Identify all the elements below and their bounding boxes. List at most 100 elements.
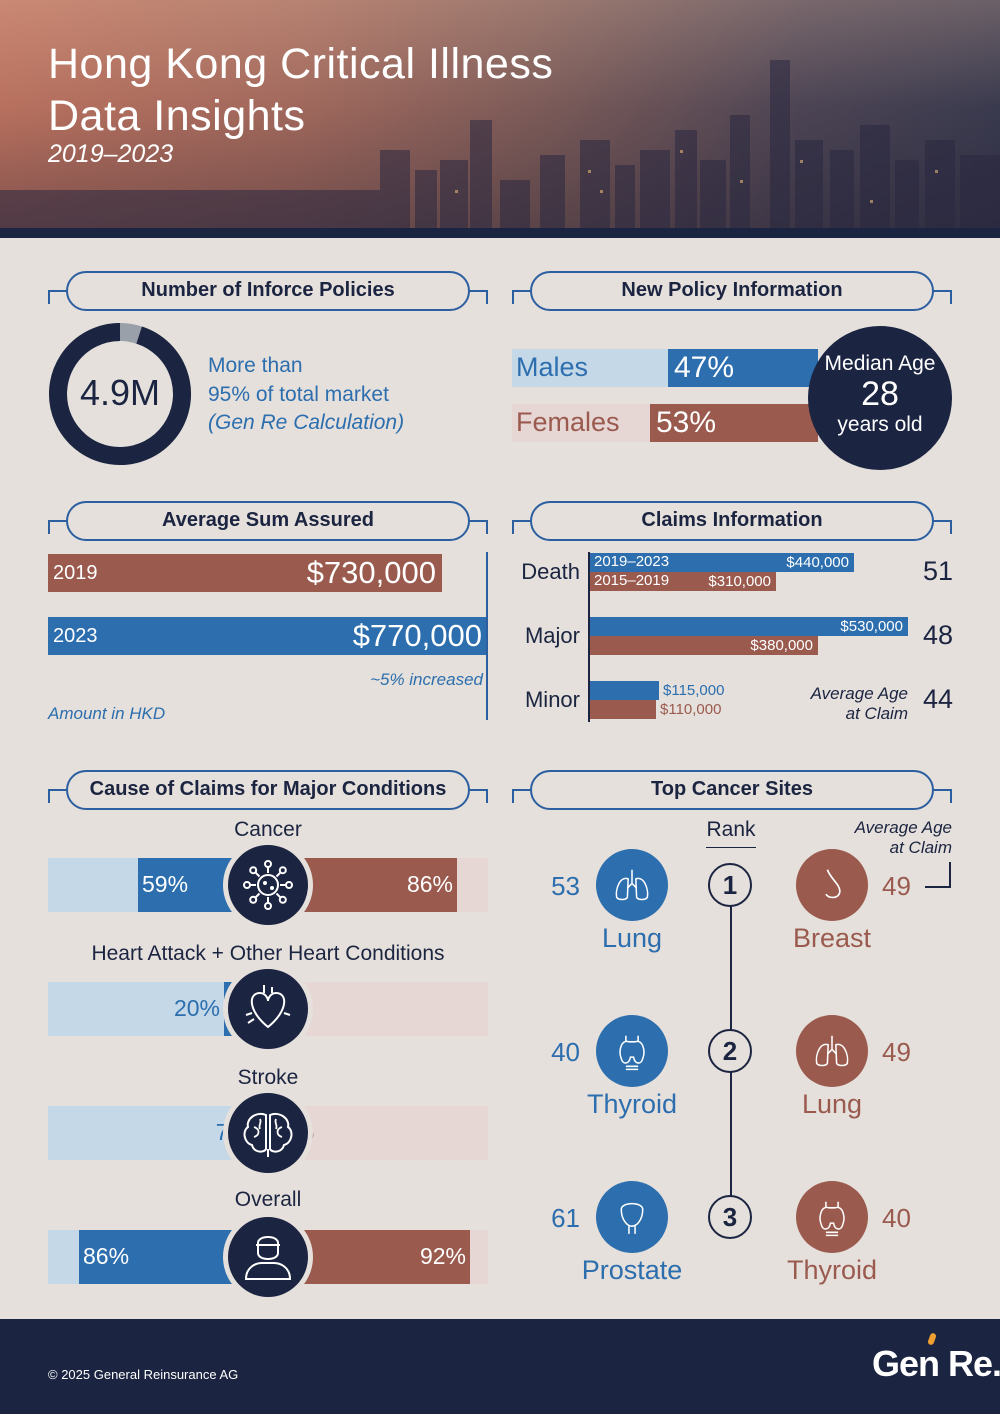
- cause-pct-left: 86%: [83, 1243, 130, 1269]
- female-site: Thyroid: [786, 1255, 878, 1285]
- cause-pct-left: 59%: [142, 871, 189, 897]
- section-header-claims: Claims Information: [530, 501, 934, 541]
- male-site: Prostate: [581, 1255, 683, 1285]
- section-header-cancer-sites: Top Cancer Sites: [530, 770, 934, 810]
- page-subtitle: 2019–2023: [48, 140, 174, 168]
- male-age: 61: [551, 1203, 580, 1233]
- females-label: Females: [516, 407, 620, 437]
- claims-avg-age: 48: [922, 620, 953, 650]
- breast-icon: [796, 849, 868, 921]
- males-label-bar: [512, 349, 672, 387]
- female-age: 49: [882, 871, 911, 901]
- section-tick: [950, 520, 952, 534]
- section-tick: [48, 290, 50, 304]
- median-age-unit: years old: [837, 413, 923, 436]
- legend-recent: 2019–2023: [594, 553, 670, 570]
- male-age: 53: [551, 871, 580, 901]
- sites-avg-age-label-1: Average Age: [854, 818, 952, 837]
- cause-title: Heart Attack + Other Heart Conditions: [91, 942, 445, 965]
- market-share-donut: [49, 323, 191, 465]
- genre-logo: Gen Re.: [872, 1343, 1000, 1384]
- header-banner: Hong Kong Critical Illness Data Insights…: [0, 0, 1000, 238]
- female-site: Breast: [792, 923, 872, 953]
- claims-axis: [588, 552, 590, 722]
- age-pointer-horizontal: [925, 886, 951, 888]
- lungs-icon: [796, 1015, 868, 1087]
- claims-value-recent: $440,000: [786, 554, 849, 571]
- person-icon: [223, 1212, 313, 1302]
- claims-avg-age-label-2: at Claim: [845, 704, 908, 723]
- section-tick: [48, 520, 50, 534]
- median-age-value: 28: [861, 375, 899, 413]
- inforce-text-1: More than: [208, 354, 303, 377]
- footer: © 2025 General Reinsurance AG Gen Re.: [0, 1319, 1000, 1414]
- claims-category: Major: [524, 623, 580, 648]
- claims-value-prior: $110,000: [660, 701, 722, 718]
- claims-avg-age: 44: [922, 684, 953, 714]
- sum-assured-value: $730,000: [306, 555, 436, 590]
- sum-assured-bar: [48, 617, 488, 655]
- claims-avg-age-label-1: Average Age: [810, 684, 908, 703]
- cause-title: Overall: [234, 1188, 302, 1211]
- section-tick: [950, 789, 952, 803]
- males-pct: 47%: [674, 351, 735, 384]
- males-bar: [668, 349, 818, 387]
- copyright: © 2025 General Reinsurance AG: [48, 1367, 239, 1382]
- cause-pct-right: 86%: [406, 871, 453, 897]
- male-site: Thyroid: [586, 1089, 678, 1119]
- cause-pct-right: 92%: [419, 1243, 466, 1269]
- thyroid-icon: [596, 1015, 668, 1087]
- page-title-line1: Hong Kong Critical Illness: [48, 40, 554, 88]
- rank-underline: [706, 847, 756, 848]
- increase-note: ~5% increased: [370, 670, 483, 689]
- sum-assured-year: 2023: [53, 625, 98, 647]
- currency-note: Amount in HKD: [48, 704, 166, 723]
- female-age: 40: [882, 1203, 911, 1233]
- inforce-text-2: 95% of total market: [208, 383, 389, 406]
- section-tick: [48, 789, 50, 803]
- claims-category: Minor: [524, 687, 580, 712]
- sites-avg-age-label-2: at Claim: [889, 838, 952, 857]
- legend-prior: 2015–2019: [594, 572, 670, 589]
- page-title-line2: Data Insights: [48, 92, 306, 140]
- claims-bar-prior: [590, 636, 818, 655]
- section-header-new-policy: New Policy Information: [530, 271, 934, 311]
- claims-value-prior: $380,000: [750, 637, 813, 654]
- heart-icon: [223, 964, 313, 1054]
- section-tick: [512, 789, 514, 803]
- sum-assured-bar: [48, 554, 442, 592]
- sum-assured-value: $770,000: [352, 618, 482, 653]
- rank-badge: 3: [708, 1195, 752, 1239]
- age-pointer-vertical: [949, 862, 951, 887]
- rank-badge: 1: [708, 863, 752, 907]
- median-age-circle: [808, 326, 952, 470]
- brain-icon: [223, 1088, 313, 1178]
- thyroid-icon: [796, 1181, 868, 1253]
- donut-share-arc: [49, 323, 191, 465]
- section-header-inforce: Number of Inforce Policies: [66, 271, 470, 311]
- sum-assured-year: 2019: [53, 562, 98, 584]
- claims-bar-prior: [590, 572, 776, 591]
- claims-value-recent: $530,000: [840, 618, 903, 635]
- rank-label: Rank: [706, 818, 756, 841]
- cause-title: Stroke: [237, 1066, 299, 1089]
- section-tick: [512, 520, 514, 534]
- claims-bar-recent: [590, 553, 854, 572]
- claims-avg-age: 51: [922, 556, 953, 586]
- lungs-icon: [596, 849, 668, 921]
- male-age: 40: [551, 1037, 580, 1067]
- section-tick: [512, 290, 514, 304]
- section-tick: [486, 290, 488, 304]
- claims-bar-recent: [590, 617, 908, 636]
- sum-assured-axis: [486, 552, 488, 720]
- cause-title: Cancer: [234, 818, 302, 841]
- section-tick: [486, 789, 488, 803]
- section-tick: [950, 290, 952, 304]
- inforce-text-3: (Gen Re Calculation): [208, 411, 405, 434]
- females-bar: [650, 404, 818, 442]
- median-age-label: Median Age: [824, 352, 936, 375]
- cause-pct-left: 20%: [173, 995, 220, 1021]
- section-header-sum-assured: Average Sum Assured: [66, 501, 470, 541]
- claims-bar-recent: [590, 681, 659, 700]
- claims-category: Death: [521, 559, 580, 584]
